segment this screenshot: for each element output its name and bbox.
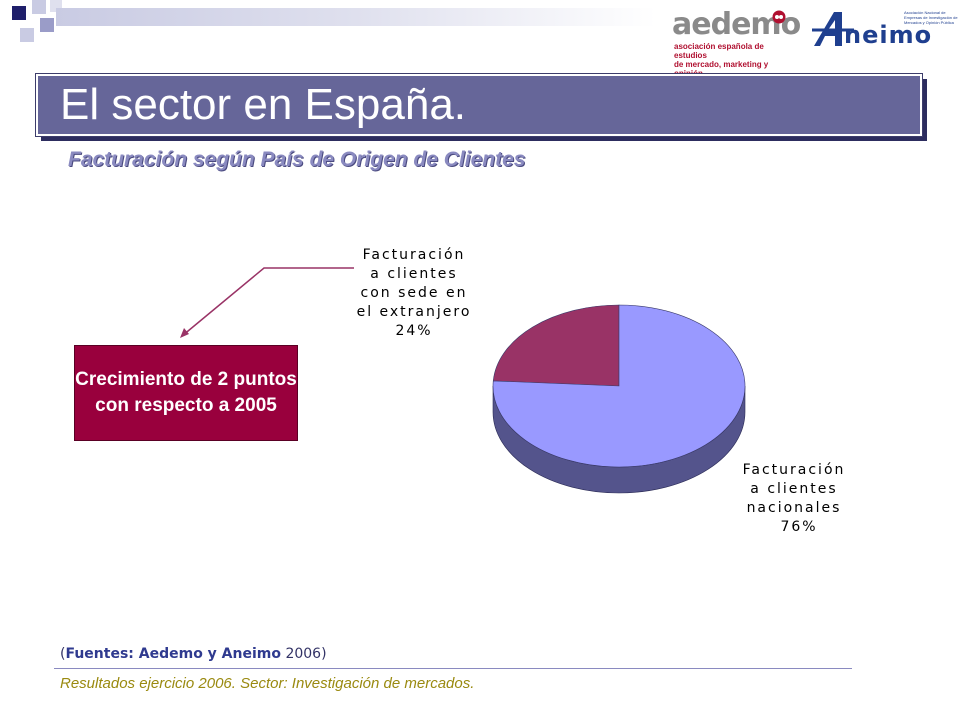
title-bar: El sector en España. bbox=[35, 73, 923, 137]
slice-label-foreign: Facturación a clientes con sede en el ex… bbox=[344, 246, 484, 341]
national-label-line: nacionales bbox=[746, 500, 842, 516]
pie-slice-national bbox=[492, 304, 746, 468]
growth-callout: Crecimiento de 2 puntos con respecto a 2… bbox=[74, 345, 298, 441]
pie-slice-foreign bbox=[492, 304, 620, 387]
foreign-label-line: Facturación bbox=[362, 247, 466, 263]
aneimo-logo-word: neimo bbox=[844, 21, 933, 49]
national-label-line: Facturación bbox=[742, 462, 846, 478]
growth-callout-text: Crecimiento de 2 puntos con respecto a 2… bbox=[75, 369, 297, 416]
foreign-label-line: con sede en bbox=[360, 285, 468, 301]
foreign-value-label: 24% bbox=[395, 323, 433, 339]
slide-subtitle: Facturación según País de Origen de Clie… bbox=[68, 148, 526, 171]
aedemo-logo: aedemo asociación española de estudios de… bbox=[672, 4, 801, 79]
pie-group bbox=[492, 304, 746, 494]
footer-text: Resultados ejercicio 2006. Sector: Inves… bbox=[60, 675, 475, 692]
decor-header-stripe bbox=[56, 8, 656, 26]
national-value-label: 76% bbox=[780, 519, 818, 535]
sources-names: Fuentes: Aedemo y Aneimo bbox=[65, 646, 281, 662]
foreign-label-line: a clientes bbox=[370, 266, 458, 282]
foreign-label-line: el extranjero bbox=[356, 304, 472, 320]
callout-arrow-line bbox=[181, 267, 354, 337]
sources-note: (Fuentes: Aedemo y Aneimo 2006) bbox=[60, 646, 327, 662]
decor-square-light bbox=[32, 0, 46, 14]
sources-year: 2006) bbox=[281, 646, 327, 662]
decor-square-light bbox=[40, 18, 54, 32]
aneimo-logo-tagline: Asociación Nacional de Empresas de Inves… bbox=[904, 10, 958, 25]
aneimo-logo: neimo Asociación Nacional de Empresas de… bbox=[812, 8, 960, 50]
slide-title: El sector en España. bbox=[60, 80, 467, 129]
aedemo-logo-mark-icon bbox=[772, 10, 786, 24]
decor-square-dark bbox=[12, 6, 26, 20]
national-label-line: a clientes bbox=[750, 481, 838, 497]
aedemo-logo-tagline: asociación española de estudios de mercad… bbox=[674, 42, 769, 78]
sources-open: ( bbox=[60, 646, 66, 662]
decor-square-light bbox=[20, 28, 34, 42]
callout-arrow-head bbox=[180, 328, 189, 338]
slice-label-national: Facturación a clientes nacionales 76% bbox=[732, 461, 856, 537]
aneimo-logo-a-icon bbox=[812, 12, 854, 46]
footer-divider bbox=[54, 668, 852, 669]
